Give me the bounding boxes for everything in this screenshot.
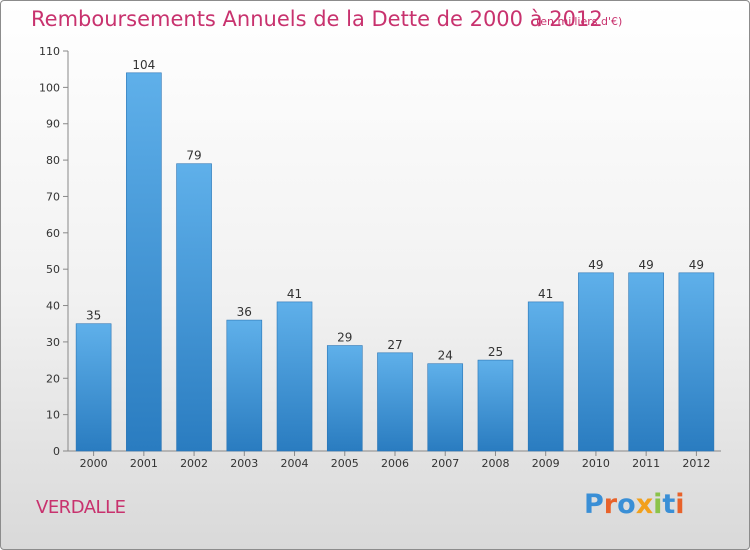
y-tick-label: 0 (53, 445, 60, 458)
bar-value-label: 41 (538, 287, 553, 301)
logo-letter: P (584, 489, 604, 520)
x-tick-label: 2005 (331, 457, 359, 470)
y-tick-label: 70 (46, 190, 60, 203)
bar (427, 363, 464, 452)
x-tick-label: 2000 (80, 457, 108, 470)
y-tick-label: 90 (46, 118, 60, 131)
y-tick-label: 20 (46, 372, 60, 385)
bar (75, 323, 112, 452)
bar (126, 72, 162, 452)
bar (527, 301, 564, 452)
logo-letter: x (635, 489, 654, 520)
chart-subtitle: (en milliers d'€) (536, 15, 623, 28)
bar-value-label: 27 (387, 338, 402, 352)
chart-title: Remboursements Annuels de la Dette de 20… (31, 7, 603, 31)
logo-letter: r (603, 489, 618, 520)
bar (477, 359, 514, 452)
bar (276, 301, 313, 452)
bar (678, 272, 715, 452)
logo-letter: o (617, 489, 636, 520)
bars: 35 104 79 36 41 29 27 24 25 41 49 49 49 (75, 58, 715, 452)
commune-name: VERDALLE (36, 497, 126, 518)
axes: 0 10 20 30 40 50 60 70 80 90 100 110 2000 2001 2002 200… (39, 45, 721, 470)
y-tick-label: 60 (46, 227, 60, 240)
x-tick-label: 2006 (381, 457, 409, 470)
bar-value-label: 41 (287, 287, 302, 301)
x-tick-label: 2004 (281, 457, 309, 470)
bar-value-label: 49 (588, 258, 603, 272)
y-tick-label: 50 (46, 263, 60, 276)
bar-value-label: 104 (132, 58, 155, 72)
logo-letter: t (662, 489, 676, 520)
x-tick-label: 2008 (481, 457, 509, 470)
x-tick-label: 2009 (532, 457, 560, 470)
x-tick-label: 2010 (582, 457, 610, 470)
bar-value-label: 29 (337, 331, 352, 345)
bar-value-label: 25 (488, 345, 503, 359)
x-tick-label: 2012 (682, 457, 710, 470)
y-tick-label: 10 (46, 409, 60, 422)
bar-value-label: 36 (237, 305, 252, 319)
y-tick-label: 100 (39, 81, 60, 94)
bar-value-label: 49 (689, 258, 704, 272)
y-tick-label: 80 (46, 154, 60, 167)
bar (377, 352, 413, 452)
bar (628, 272, 664, 452)
y-tick-label: 110 (39, 45, 60, 58)
y-tick-label: 30 (46, 336, 60, 349)
logo-letter: i (653, 489, 663, 520)
bar-value-label: 35 (86, 309, 101, 323)
x-tick-label: 2001 (130, 457, 158, 470)
bar (578, 272, 614, 452)
x-tick-label: 2003 (230, 457, 258, 470)
bar-value-label: 49 (639, 258, 654, 272)
x-tick-label: 2002 (180, 457, 208, 470)
x-tick-label: 2007 (431, 457, 459, 470)
bar (326, 345, 363, 452)
x-tick-label: 2011 (632, 457, 660, 470)
bar (176, 163, 212, 452)
bar-value-label: 24 (438, 349, 453, 363)
logo-letter: i (675, 489, 685, 520)
bar-value-label: 79 (186, 149, 201, 163)
proxiti-logo: Proxiti (584, 489, 685, 520)
y-tick-label: 40 (46, 300, 60, 313)
bar (226, 319, 263, 452)
